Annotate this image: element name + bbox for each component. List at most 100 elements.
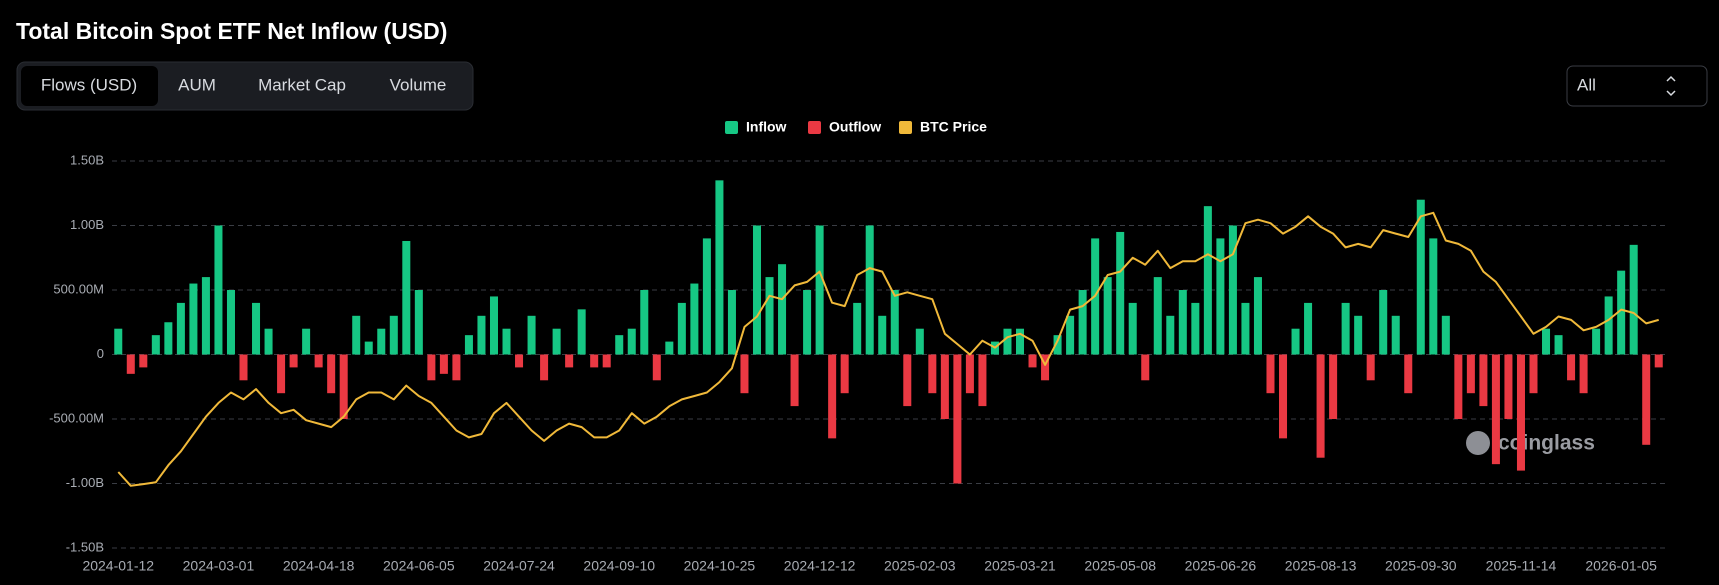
bar: [677, 302, 686, 355]
bar: [702, 238, 711, 355]
bar: [1178, 290, 1187, 355]
bar: [627, 328, 636, 355]
bar: [201, 277, 210, 355]
bar: [1291, 328, 1300, 355]
bar: [1354, 315, 1363, 355]
bar: [602, 354, 611, 368]
bar: [565, 354, 574, 368]
bar: [502, 328, 511, 355]
x-tick-label: 2024-06-05: [383, 558, 455, 574]
bar: [151, 335, 160, 355]
bar: [264, 328, 273, 355]
bar: [1491, 354, 1500, 465]
bar: [1216, 238, 1225, 355]
x-tick-label: 2024-09-10: [583, 558, 655, 574]
bar: [1416, 199, 1425, 355]
bar: [803, 290, 812, 355]
bar: [853, 302, 862, 355]
y-tick-label: 1.50B: [70, 152, 104, 167]
bar: [1617, 270, 1626, 355]
x-tick-label: 2024-01-12: [82, 558, 154, 574]
bar: [1153, 277, 1162, 355]
bar: [302, 328, 311, 355]
bar: [1228, 225, 1237, 355]
tab[interactable]: Volume: [390, 75, 447, 94]
bar: [953, 354, 962, 484]
bar: [790, 354, 799, 407]
y-tick-label: 500.00M: [53, 281, 104, 296]
bar: [214, 225, 223, 355]
bar: [878, 315, 887, 355]
tab[interactable]: Flows (USD): [41, 75, 137, 94]
bar: [1391, 315, 1400, 355]
bar: [1604, 296, 1613, 355]
bar: [239, 354, 248, 381]
bar: [1466, 354, 1475, 394]
bar: [540, 354, 549, 381]
bar: [577, 309, 586, 355]
bar: [1279, 354, 1288, 439]
x-tick-label: 2026-01-05: [1585, 558, 1657, 574]
bar: [226, 290, 235, 355]
legend-swatch: [808, 121, 821, 134]
bar: [114, 328, 123, 355]
bar: [1166, 315, 1175, 355]
bar: [978, 354, 987, 407]
y-tick-label: -1.00B: [66, 475, 104, 490]
bar: [414, 290, 423, 355]
bar: [1128, 302, 1137, 355]
bar: [1366, 354, 1375, 381]
bar: [339, 354, 348, 419]
bar: [1529, 354, 1538, 394]
x-tick-label: 2025-02-03: [884, 558, 956, 574]
bar: [1516, 354, 1525, 471]
tab[interactable]: AUM: [178, 75, 216, 94]
bar: [1253, 277, 1262, 355]
bar: [1429, 238, 1438, 355]
bar: [1592, 328, 1601, 355]
y-tick-label: 0: [97, 346, 104, 361]
watermark-text: coinglass: [1498, 432, 1595, 455]
bar: [778, 264, 787, 355]
bar: [1404, 354, 1413, 394]
bar: [427, 354, 436, 381]
x-tick-label: 2025-08-13: [1285, 558, 1357, 574]
bar: [1028, 354, 1037, 368]
bar: [452, 354, 461, 381]
bar: [727, 290, 736, 355]
bar: [314, 354, 323, 368]
legend-label: Outflow: [829, 119, 881, 135]
bar: [389, 315, 398, 355]
bar: [928, 354, 937, 394]
bar: [903, 354, 912, 407]
chart-title: Total Bitcoin Spot ETF Net Inflow (USD): [16, 18, 447, 44]
bar: [527, 315, 536, 355]
price-line: [117, 211, 1659, 487]
bar: [552, 328, 561, 355]
bar: [752, 225, 762, 355]
bar: [1304, 302, 1313, 355]
bar: [1041, 354, 1050, 381]
tab[interactable]: Market Cap: [258, 75, 346, 94]
bar: [377, 328, 386, 355]
bar: [1103, 277, 1112, 355]
bar: [1003, 328, 1012, 355]
bar: [1629, 244, 1638, 355]
bar: [252, 302, 261, 355]
bar: [1015, 328, 1025, 355]
bar: [364, 341, 373, 355]
bar: [690, 283, 699, 355]
bar: [640, 290, 649, 355]
bar: [1341, 302, 1350, 355]
bar: [765, 277, 774, 355]
bar: [1066, 315, 1075, 355]
bar: [1479, 354, 1488, 407]
x-tick-label: 2024-03-01: [183, 558, 255, 574]
bar: [1141, 354, 1150, 381]
range-select[interactable]: [1566, 65, 1708, 107]
x-tick-label: 2025-05-08: [1084, 558, 1156, 574]
range-select-label[interactable]: All: [1577, 75, 1596, 94]
bar: [1078, 290, 1087, 355]
